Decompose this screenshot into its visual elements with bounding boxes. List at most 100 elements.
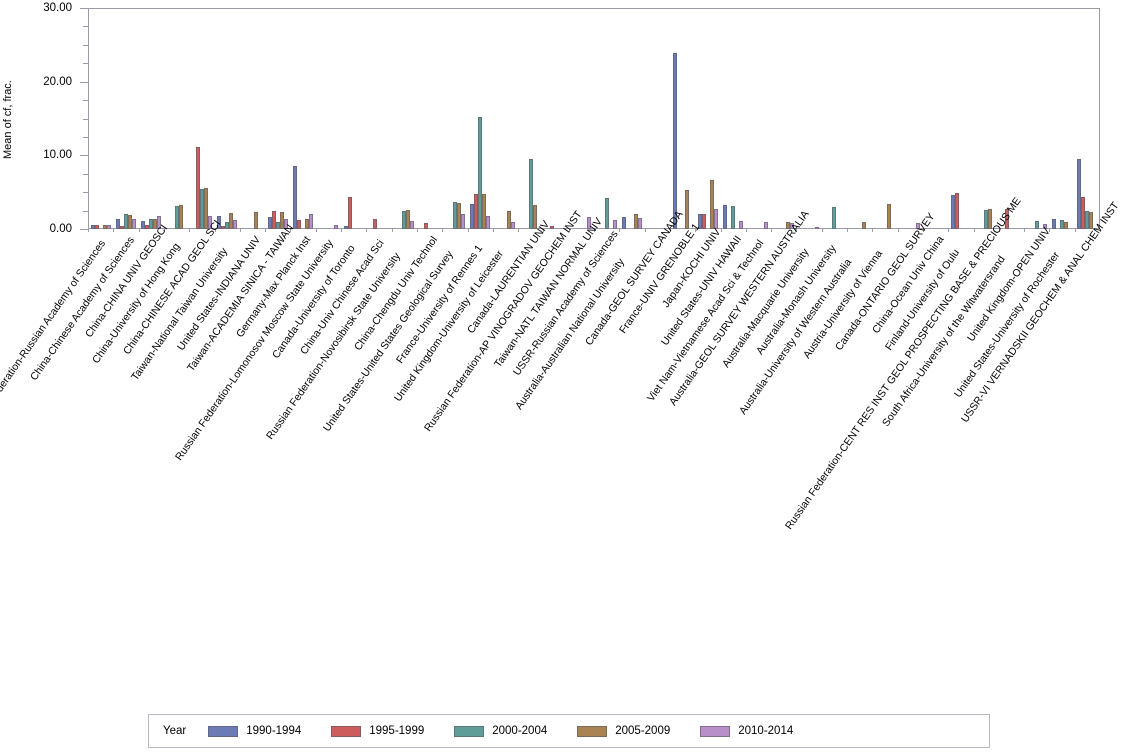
bar-group[interactable] bbox=[695, 8, 720, 229]
bar[interactable] bbox=[478, 117, 483, 229]
bar-group[interactable] bbox=[468, 8, 493, 229]
bar[interactable] bbox=[988, 209, 993, 229]
bar-group[interactable] bbox=[493, 8, 518, 229]
bar[interactable] bbox=[119, 226, 124, 229]
bar[interactable] bbox=[279, 212, 284, 229]
bar[interactable] bbox=[474, 194, 479, 229]
bar-group[interactable] bbox=[872, 8, 897, 229]
bar[interactable] bbox=[713, 209, 718, 229]
bar[interactable] bbox=[612, 220, 617, 229]
bar[interactable] bbox=[199, 189, 204, 229]
bar[interactable] bbox=[203, 188, 208, 229]
bar[interactable] bbox=[723, 205, 728, 229]
bar-group[interactable] bbox=[746, 8, 771, 229]
bar-group[interactable] bbox=[366, 8, 391, 229]
bar[interactable] bbox=[832, 206, 837, 229]
bar[interactable] bbox=[157, 216, 162, 229]
bar-group[interactable] bbox=[543, 8, 568, 229]
legend-entry[interactable]: 2005-2009 bbox=[577, 725, 670, 737]
bar-group[interactable] bbox=[1049, 8, 1074, 229]
bar[interactable] bbox=[507, 211, 512, 229]
bar-group[interactable] bbox=[392, 8, 417, 229]
bar-group[interactable] bbox=[670, 8, 695, 229]
bar[interactable] bbox=[984, 209, 989, 229]
bar[interactable] bbox=[815, 226, 820, 229]
legend-entry[interactable]: 2010-2014 bbox=[700, 725, 793, 737]
bar[interactable] bbox=[297, 220, 302, 229]
bar[interactable] bbox=[153, 219, 158, 229]
bar-group[interactable] bbox=[898, 8, 923, 229]
bar-group[interactable] bbox=[164, 8, 189, 229]
bar[interactable] bbox=[486, 215, 491, 229]
bar[interactable] bbox=[456, 203, 461, 229]
bar[interactable] bbox=[1081, 196, 1086, 229]
bar[interactable] bbox=[406, 209, 411, 229]
bar-group[interactable] bbox=[822, 8, 847, 229]
bar-group[interactable] bbox=[240, 8, 265, 229]
bar[interactable] bbox=[343, 226, 348, 229]
bar[interactable] bbox=[861, 222, 866, 229]
bar[interactable] bbox=[221, 226, 226, 229]
bar[interactable] bbox=[131, 219, 136, 229]
bar-group[interactable] bbox=[1075, 8, 1100, 229]
bar[interactable] bbox=[470, 203, 475, 229]
bar[interactable] bbox=[372, 218, 377, 229]
bar-group[interactable] bbox=[265, 8, 290, 229]
bar[interactable] bbox=[550, 226, 555, 229]
legend-entry[interactable]: 2000-2004 bbox=[454, 725, 547, 737]
bar[interactable] bbox=[229, 212, 234, 229]
bar[interactable] bbox=[709, 179, 714, 229]
bar[interactable] bbox=[271, 210, 276, 229]
bar[interactable] bbox=[174, 206, 179, 229]
bar[interactable] bbox=[123, 214, 128, 229]
bar-group[interactable] bbox=[721, 8, 746, 229]
bar-group[interactable] bbox=[113, 8, 138, 229]
bar[interactable] bbox=[149, 218, 154, 229]
bar[interactable] bbox=[145, 225, 150, 229]
bar-group[interactable] bbox=[88, 8, 113, 229]
bar[interactable] bbox=[102, 224, 107, 229]
bar-group[interactable] bbox=[796, 8, 821, 229]
bar[interactable] bbox=[1077, 159, 1082, 229]
bar[interactable] bbox=[115, 219, 120, 229]
bar[interactable] bbox=[528, 159, 533, 229]
bar[interactable] bbox=[94, 224, 99, 229]
bar-group[interactable] bbox=[341, 8, 366, 229]
bar[interactable] bbox=[267, 217, 272, 229]
bar-group[interactable] bbox=[948, 8, 973, 229]
bar[interactable] bbox=[106, 225, 111, 229]
bar-group[interactable] bbox=[847, 8, 872, 229]
bar[interactable] bbox=[305, 219, 310, 229]
bar[interactable] bbox=[1089, 212, 1094, 229]
bar[interactable] bbox=[127, 215, 132, 229]
bar[interactable] bbox=[309, 213, 314, 229]
bar-group[interactable] bbox=[974, 8, 999, 229]
bar[interactable] bbox=[511, 221, 516, 229]
bar[interactable] bbox=[402, 211, 407, 229]
bar[interactable] bbox=[633, 214, 638, 229]
bar-group[interactable] bbox=[619, 8, 644, 229]
bar[interactable] bbox=[178, 205, 183, 229]
bar[interactable] bbox=[207, 216, 212, 229]
bar-group[interactable] bbox=[518, 8, 543, 229]
bar[interactable] bbox=[254, 212, 259, 229]
bar[interactable] bbox=[672, 52, 677, 229]
bar[interactable] bbox=[225, 221, 230, 229]
bar-group[interactable] bbox=[645, 8, 670, 229]
bar[interactable] bbox=[637, 217, 642, 229]
bar[interactable] bbox=[532, 204, 537, 229]
bar[interactable] bbox=[764, 221, 769, 229]
bar[interactable] bbox=[90, 225, 95, 229]
bar-group[interactable] bbox=[139, 8, 164, 229]
bar[interactable] bbox=[1005, 209, 1010, 229]
bar[interactable] bbox=[701, 214, 706, 229]
bar[interactable] bbox=[1060, 220, 1065, 229]
bar[interactable] bbox=[410, 220, 415, 229]
bar[interactable] bbox=[1042, 223, 1047, 229]
bar[interactable] bbox=[739, 220, 744, 229]
bar[interactable] bbox=[423, 223, 428, 229]
bar[interactable] bbox=[334, 225, 339, 229]
bar[interactable] bbox=[283, 218, 288, 229]
bar[interactable] bbox=[460, 214, 465, 229]
bar[interactable] bbox=[1064, 222, 1069, 229]
